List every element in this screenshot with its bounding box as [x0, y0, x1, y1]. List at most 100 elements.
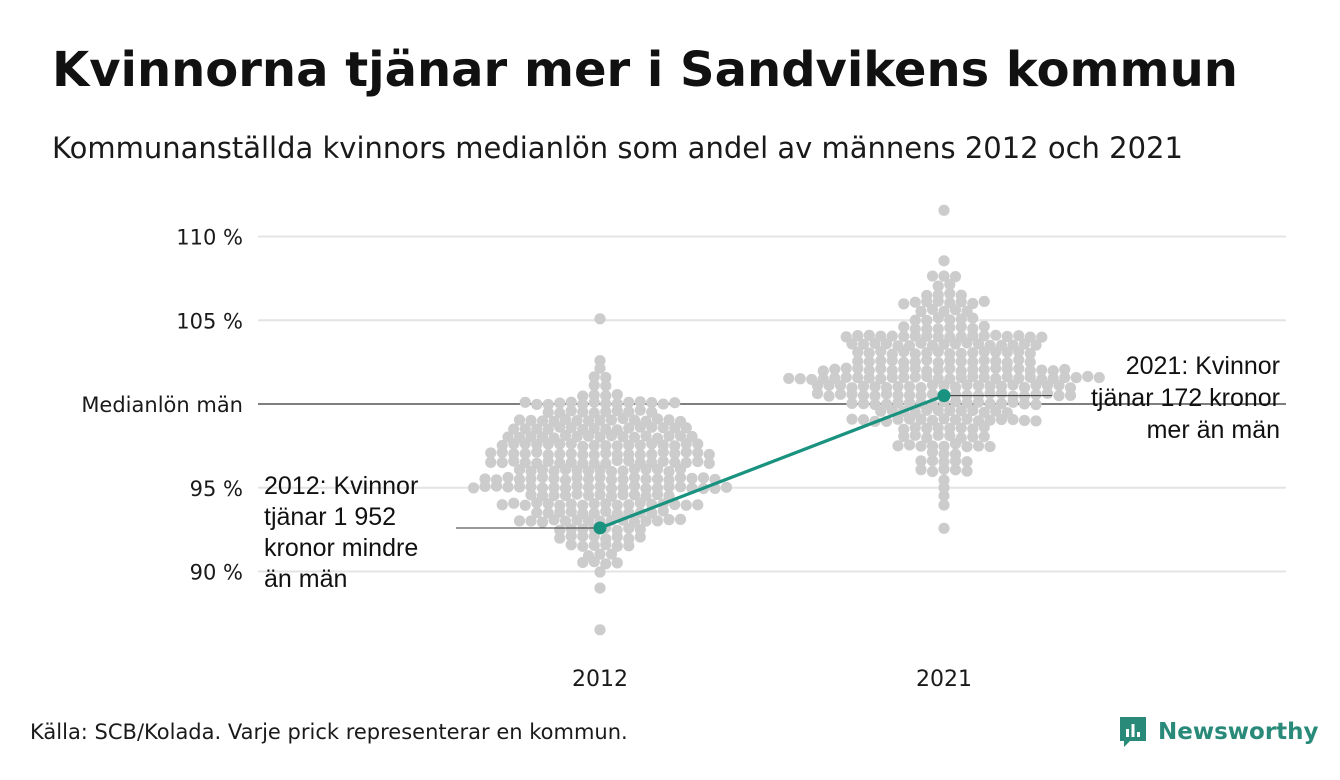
municipality-dot — [967, 322, 979, 335]
municipality-dot — [623, 499, 635, 511]
x-tick-labels: 2012 2021 — [572, 667, 972, 692]
municipality-dot — [944, 297, 956, 309]
municipality-dot — [1041, 379, 1054, 391]
municipality-dot — [903, 439, 916, 451]
municipality-dot — [869, 398, 881, 411]
municipality-dot — [651, 432, 664, 444]
municipality-dot — [1082, 370, 1094, 383]
municipality-dot — [1036, 364, 1048, 376]
municipality-dot — [921, 432, 933, 444]
annotation-text: tjänar 1 952 — [264, 503, 396, 531]
municipality-dot — [1001, 346, 1013, 358]
municipality-dot — [571, 488, 583, 500]
municipality-dot — [903, 397, 916, 409]
municipality-dot — [1007, 379, 1019, 391]
municipality-dot — [559, 429, 572, 442]
brand-logo[interactable]: Newsworthy — [1118, 712, 1319, 752]
municipality-dot — [703, 457, 715, 469]
municipality-dot — [949, 396, 962, 408]
municipality-dot — [909, 296, 921, 308]
municipality-dot — [926, 465, 939, 478]
municipality-dot — [944, 314, 956, 326]
municipality-dot — [577, 540, 589, 552]
municipality-dot — [611, 540, 623, 552]
municipality-dot — [508, 423, 520, 435]
municipality-dot — [640, 515, 652, 527]
municipality-dot — [938, 490, 950, 502]
municipality-dot — [955, 321, 967, 333]
municipality-dot — [605, 490, 618, 502]
municipality-dot — [628, 489, 641, 501]
municipality-dot — [944, 404, 956, 417]
municipality-dot — [686, 472, 698, 484]
municipality-dot — [783, 372, 795, 385]
municipality-dot — [588, 539, 600, 551]
municipality-dot — [811, 380, 824, 392]
municipality-dot — [565, 523, 577, 535]
municipality-dot — [571, 480, 583, 492]
municipality-dot — [869, 337, 881, 349]
municipality-dot — [817, 365, 829, 377]
municipality-dot — [1036, 331, 1048, 343]
municipality-dot — [559, 474, 572, 486]
municipality-dot — [846, 397, 858, 409]
municipality-dot — [513, 464, 526, 476]
municipality-dot — [513, 515, 526, 527]
municipality-dot — [542, 498, 554, 510]
highlight-point — [593, 521, 607, 535]
municipality-dot — [531, 446, 543, 458]
municipality-dot — [932, 357, 944, 369]
municipality-dot — [600, 380, 612, 392]
municipality-dot — [600, 533, 612, 545]
municipality-dot — [1024, 364, 1036, 377]
municipality-dot — [857, 414, 870, 426]
municipality-dot — [978, 330, 990, 342]
municipality-dot — [686, 430, 698, 443]
municipality-dot — [886, 354, 898, 367]
municipality-dot — [594, 414, 606, 427]
municipality-dot — [915, 440, 927, 452]
municipality-dot — [978, 320, 990, 333]
municipality-dot — [875, 363, 887, 375]
municipality-dot — [1013, 362, 1025, 375]
municipality-dot — [1030, 389, 1042, 401]
municipality-dot — [823, 379, 835, 391]
municipality-dot — [588, 440, 600, 452]
municipality-dot — [577, 398, 589, 410]
municipality-dot — [932, 422, 944, 434]
municipality-dot — [995, 388, 1008, 400]
municipality-dot — [1013, 354, 1025, 366]
municipality-dot — [600, 406, 612, 418]
annotation-text: tjänar 172 kronor — [1091, 384, 1280, 412]
municipality-dot — [525, 465, 537, 477]
municipality-dot — [984, 398, 996, 410]
municipality-dot — [932, 346, 944, 358]
x-tick-label: 2021 — [916, 667, 972, 692]
municipality-dot — [990, 329, 1002, 341]
municipality-dot — [623, 396, 635, 408]
municipality-dot — [852, 355, 864, 367]
municipality-dot — [577, 390, 589, 402]
chart-title: Kvinnorna tjänar mer i Sandvikens kommun — [52, 42, 1238, 98]
municipality-dot — [490, 474, 503, 486]
municipality-dot — [915, 381, 927, 394]
municipality-dot — [909, 371, 921, 383]
municipality-dot — [1018, 398, 1031, 410]
municipality-dot — [961, 397, 973, 409]
municipality-dot — [955, 355, 967, 368]
municipality-dot — [915, 337, 927, 349]
municipality-dot — [594, 624, 606, 636]
municipality-dot — [692, 455, 704, 468]
municipality-dot — [651, 463, 664, 475]
municipality-dot — [554, 407, 566, 419]
municipality-dot — [548, 465, 560, 477]
municipality-dot — [967, 297, 979, 310]
municipality-dot — [875, 345, 887, 357]
municipality-dot — [680, 446, 692, 458]
municipality-dot — [680, 499, 692, 511]
municipality-dot — [978, 363, 990, 376]
municipality-dot — [869, 381, 881, 393]
municipality-dot — [600, 558, 612, 570]
municipality-dot — [640, 463, 652, 476]
